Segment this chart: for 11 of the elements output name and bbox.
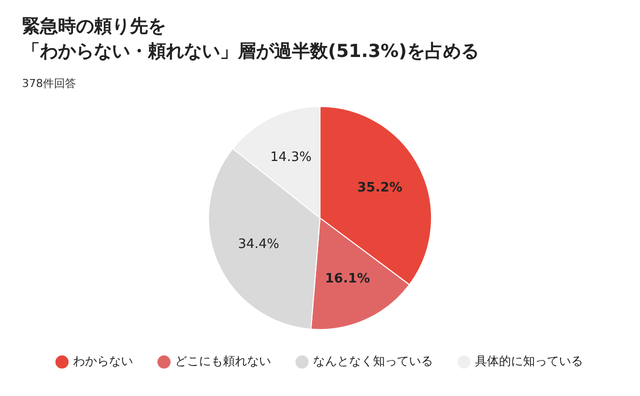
legend-label: なんとなく知っている (313, 354, 433, 368)
legend-label: 具体的に知っている (475, 354, 583, 368)
data-label: 16.1% (324, 271, 370, 286)
legend-label: わからない (73, 354, 133, 368)
text: 378件回答 (22, 76, 76, 91)
chart-title: 緊急時の頼り先を (22, 15, 167, 39)
legend-label: どこにも頼れない (175, 354, 271, 368)
data-label: 14.3% (270, 150, 312, 166)
data-label: 35.2% (357, 180, 402, 196)
chart-subtitle: 「わからない・頼れない」層が過半数(51.3%)を占める (22, 40, 479, 64)
data-label: 34.4% (238, 236, 280, 252)
